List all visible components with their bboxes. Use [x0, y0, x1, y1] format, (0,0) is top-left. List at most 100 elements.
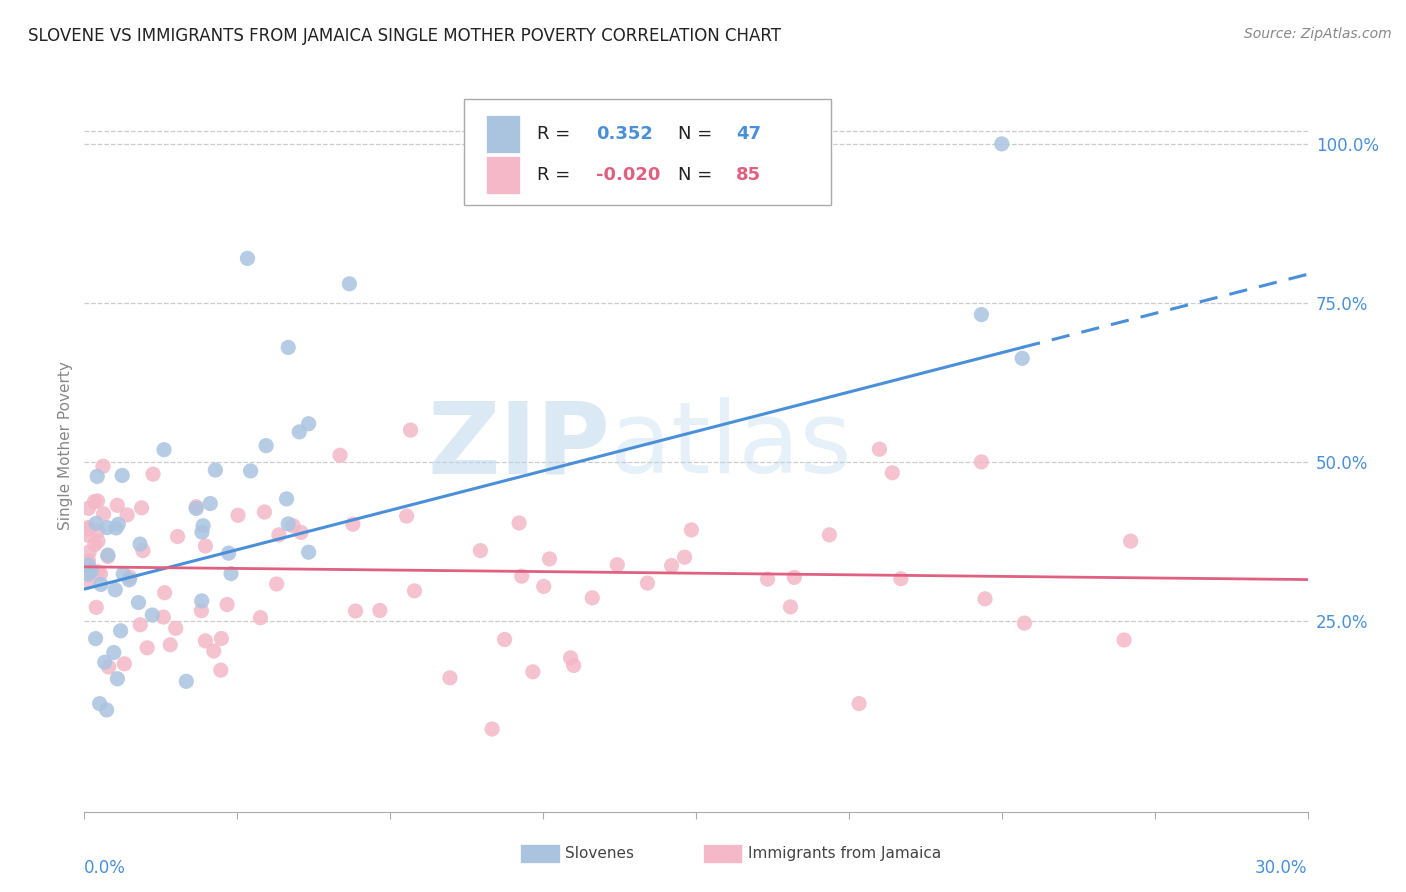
Point [253, 505, 276, 519]
Point [470, 543, 492, 558]
Point [218, 546, 240, 560]
Text: R =: R = [537, 126, 576, 144]
Point [77, 553, 100, 567]
Point [86, 494, 108, 508]
Text: Source: ZipAtlas.com: Source: ZipAtlas.com [1244, 27, 1392, 41]
Point [538, 552, 561, 566]
FancyBboxPatch shape [485, 115, 520, 153]
Point [209, 663, 232, 677]
FancyBboxPatch shape [485, 155, 520, 194]
FancyBboxPatch shape [464, 99, 831, 204]
Point [159, 638, 181, 652]
Text: SLOVENE VS IMMIGRANTS FROM JAMAICA SINGLE MOTHER POVERTY CORRELATION CHART: SLOVENE VS IMMIGRANTS FROM JAMAICA SINGL… [28, 27, 782, 45]
Text: Slovenes: Slovenes [565, 847, 634, 861]
Point [342, 517, 364, 532]
Point [93, 655, 115, 669]
Point [288, 425, 311, 439]
Point [267, 528, 290, 542]
Point [165, 621, 187, 635]
Point [97, 548, 120, 562]
Point [991, 136, 1014, 151]
Point [105, 672, 128, 686]
Point [166, 529, 188, 543]
Point [344, 604, 367, 618]
Point [277, 516, 299, 531]
Point [339, 277, 361, 291]
Point [77, 558, 100, 573]
Point [186, 500, 208, 514]
Point [80, 564, 103, 578]
Point [239, 464, 262, 478]
Point [127, 595, 149, 609]
Point [87, 524, 110, 538]
Point [404, 583, 426, 598]
Point [174, 674, 197, 689]
Point [277, 340, 299, 354]
Point [105, 499, 128, 513]
Point [112, 657, 135, 671]
Point [190, 594, 212, 608]
Point [84, 600, 107, 615]
Point [399, 423, 422, 437]
Point [818, 528, 841, 542]
Point [779, 599, 801, 614]
Point [77, 501, 100, 516]
Point [93, 507, 115, 521]
Point [510, 569, 533, 583]
Point [281, 518, 304, 533]
Text: -0.020: -0.020 [596, 166, 659, 184]
Point [153, 585, 176, 599]
Point [329, 448, 352, 462]
Point [194, 634, 217, 648]
Point [129, 617, 152, 632]
Point [661, 558, 683, 573]
Point [132, 543, 155, 558]
Point [1114, 632, 1136, 647]
Point [118, 570, 141, 584]
Point [276, 491, 298, 506]
Point [97, 549, 120, 564]
Point [254, 439, 277, 453]
Point [298, 545, 321, 559]
Point [1014, 616, 1036, 631]
Text: atlas: atlas [610, 398, 852, 494]
Point [141, 607, 163, 622]
Point [508, 516, 530, 530]
Point [90, 577, 112, 591]
Point [118, 573, 141, 587]
Text: 47: 47 [737, 126, 761, 144]
Point [83, 538, 105, 552]
Point [581, 591, 603, 605]
Point [970, 308, 993, 322]
Point [97, 660, 120, 674]
Point [869, 442, 891, 457]
Point [756, 572, 779, 586]
Point [84, 516, 107, 531]
Point [236, 252, 259, 266]
Point [96, 520, 118, 534]
Point [533, 579, 555, 593]
Point [129, 537, 152, 551]
Point [89, 566, 111, 581]
Point [77, 528, 100, 542]
Point [87, 565, 110, 579]
Point [104, 582, 127, 597]
Point [890, 572, 912, 586]
Point [219, 566, 242, 581]
Text: 85: 85 [737, 166, 762, 184]
Point [974, 591, 997, 606]
Point [673, 550, 696, 565]
Point [190, 604, 212, 618]
Point [1119, 534, 1142, 549]
Point [290, 525, 312, 540]
Point [191, 518, 214, 533]
Point [226, 508, 249, 523]
Point [562, 658, 585, 673]
Point [77, 545, 100, 559]
Point [266, 577, 288, 591]
Point [131, 500, 153, 515]
Text: N =: N = [678, 126, 717, 144]
Point [110, 624, 132, 638]
Text: 0.352: 0.352 [596, 126, 652, 144]
Point [186, 501, 208, 516]
